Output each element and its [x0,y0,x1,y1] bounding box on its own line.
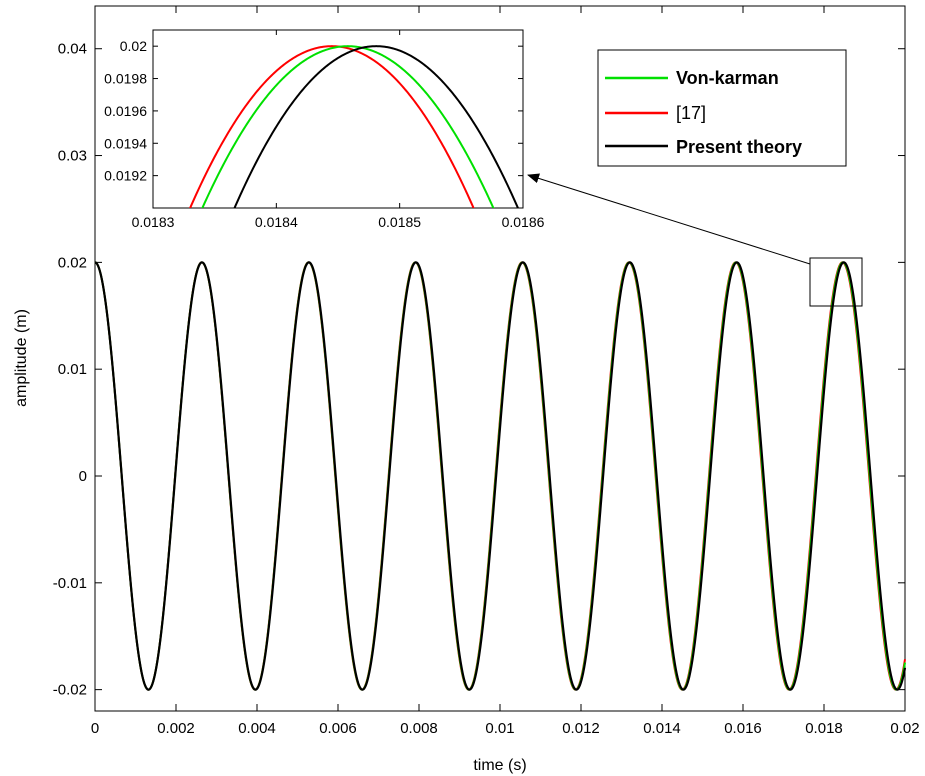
x-tick-label: 0.008 [400,720,438,737]
legend-label-ref17: [17] [676,103,706,123]
zoom-region-box [809,257,863,307]
inset-y-tick-label: 0.0194 [104,135,147,151]
inset-x-tick-label: 0.0183 [132,214,175,230]
main-series-lines [94,261,907,691]
inset-x-tick-label: 0.0186 [502,214,545,230]
inset-y-tick-label: 0.0198 [104,71,147,87]
y-tick-label: -0.01 [53,575,87,592]
y-tick-label: -0.02 [53,682,87,699]
inset-series-line-von-karman [201,45,495,208]
y-tick-label: 0.04 [58,41,87,58]
x-tick-label: 0.014 [643,720,681,737]
inset-y-tick-label: 0.0196 [104,103,147,119]
inset-series-lines [189,45,520,208]
x-tick-label: 0.002 [157,720,195,737]
series-line-present-theory [94,261,907,691]
x-tick-label: 0.016 [724,720,762,737]
y-tick-label: 0.03 [58,148,87,165]
y-tick-label: 0.01 [58,361,87,378]
inset-y-tick-label: 0.0192 [104,168,147,184]
x-axis-label: time (s) [473,757,526,774]
legend-label-von-karman: Von-karman [676,68,779,88]
x-tick-label: 0 [91,720,99,737]
x-tick-label: 0.018 [805,720,843,737]
legend-label-present-theory: Present theory [676,137,802,157]
x-tick-label: 0.01 [485,720,514,737]
inset-axis-ticks: 0.0183 0.0184 0.0185 0.0186 0.0192 0.0194 0.01… [104,30,545,230]
y-tick-label: 0 [79,468,87,485]
inset-x-tick-label: 0.0185 [378,214,421,230]
x-tick-label: 0.012 [562,720,600,737]
x-tick-label: 0.02 [890,720,919,737]
y-tick-label: 0.02 [58,254,87,271]
x-tick-label: 0.006 [319,720,357,737]
inset-y-tick-label: 0.02 [120,38,147,54]
x-tick-label: 0.004 [238,720,276,737]
inset-x-tick-label: 0.0184 [255,214,298,230]
inset-plot-frame [152,29,524,209]
y-axis-label: amplitude (m) [13,309,30,407]
main-axis-ticks: 0 0.002 0.004 0.006 0.008 0.01 0.012 0.014 0.016… [53,6,920,737]
zoom-pointer-arrow [527,173,811,265]
inset-series-line-present-theory [233,45,520,208]
